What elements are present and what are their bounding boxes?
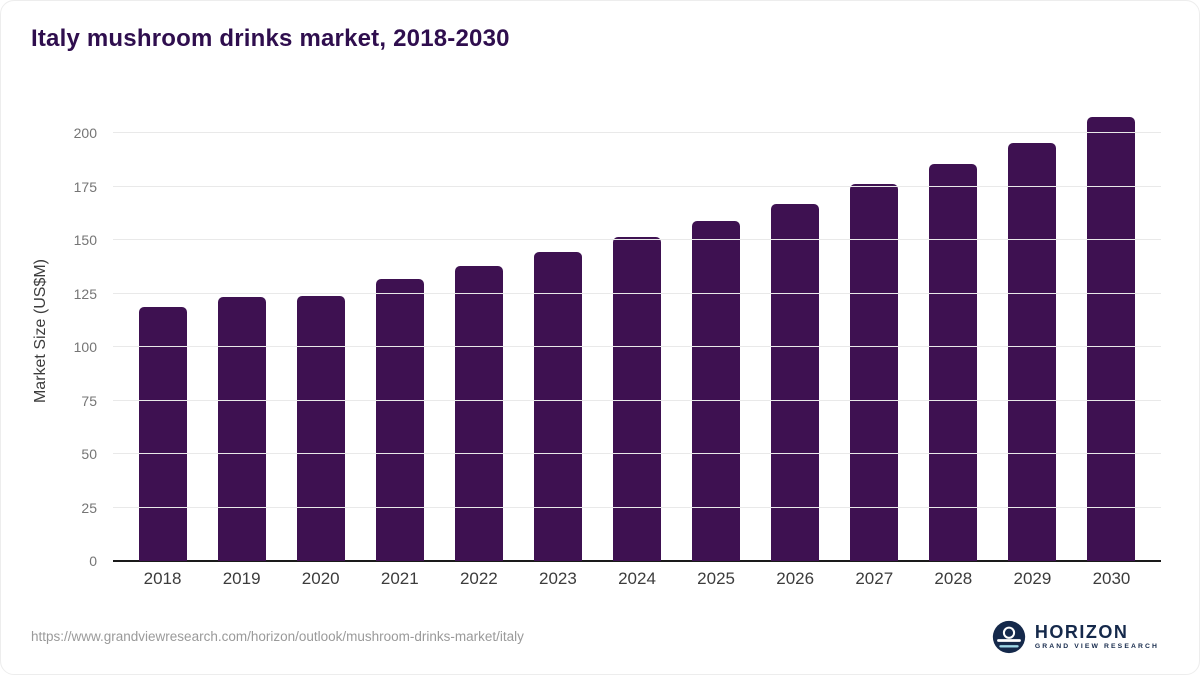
horizon-logo-subtitle: GRAND VIEW RESEARCH [1034, 643, 1159, 651]
y-tick-label-175: 175 [73, 178, 97, 195]
gridline-100 [113, 346, 1161, 348]
bar-2026 [771, 203, 820, 561]
x-tick-label-2022: 2022 [459, 569, 498, 588]
gridline-125 [113, 292, 1161, 294]
y-axis-title-text: Market Size (US$M) [32, 258, 49, 404]
x-tick-label-2027: 2027 [855, 569, 894, 588]
bar-2029 [1008, 142, 1057, 561]
bar-2022 [454, 265, 503, 561]
y-tick-label-50: 50 [81, 446, 97, 463]
bar-slot-2023 [518, 101, 597, 561]
x-tick-label-2025: 2025 [697, 569, 735, 588]
y-tick-label-125: 125 [73, 285, 97, 302]
plot-area: 0 25 50 75 100 125 150 175 200 [74, 101, 1161, 568]
x-tick-label-2019: 2019 [222, 569, 261, 588]
bar-2027 [850, 184, 899, 561]
x-tick-label-2023: 2023 [539, 569, 577, 588]
x-axis-line [113, 560, 1161, 562]
bar-slot-2019 [202, 101, 281, 561]
bar-2023 [533, 251, 582, 561]
gridline-25 [113, 506, 1161, 508]
bar-slot-2029 [993, 101, 1072, 561]
bar-slot-2028 [914, 101, 993, 561]
x-tick-label-2020: 2020 [301, 569, 340, 588]
horizon-logo-icon [992, 620, 1026, 654]
y-tick-label-25: 25 [81, 499, 97, 516]
x-tick-label-2030: 2030 [1092, 569, 1131, 588]
bar-2030 [1087, 117, 1136, 561]
y-axis-title: Market Size (US$M) [31, 101, 51, 561]
bar-2018 [138, 307, 187, 561]
bar-slot-2022 [439, 101, 518, 561]
bar-2028 [929, 164, 978, 561]
gridline-75 [113, 399, 1161, 401]
y-tick-label-150: 150 [73, 232, 97, 249]
bar-2020 [296, 295, 345, 561]
y-tick-label-75: 75 [81, 392, 97, 409]
x-tick-label-2021: 2021 [380, 569, 419, 588]
horizon-logo-text: HORIZON GRAND VIEW RESEARCH [1035, 623, 1159, 651]
gridline-200 [113, 132, 1161, 134]
bar-slot-2018 [123, 101, 202, 561]
bar-slot-2024 [597, 101, 676, 561]
horizon-logo-name: HORIZON [1034, 622, 1129, 643]
horizon-logo: HORIZON GRAND VIEW RESEARCH [992, 620, 1159, 654]
bar-2019 [217, 296, 266, 561]
bar-slot-2030 [1072, 101, 1151, 561]
gridline-50 [113, 453, 1161, 455]
gridline-150 [113, 239, 1161, 241]
y-tick-label-200: 200 [73, 125, 97, 142]
bar-slot-2027 [835, 101, 914, 561]
bar-slot-2021 [360, 101, 439, 561]
x-tick-label-2028: 2028 [934, 569, 973, 588]
bar-slot-2020 [281, 101, 360, 561]
chart-title: Italy mushroom drinks market, 2018-2030 [31, 25, 510, 52]
bar-2021 [375, 278, 424, 561]
y-tick-label-0: 0 [89, 553, 97, 569]
source-url: https://www.grandviewresearch.com/horizo… [31, 629, 524, 644]
x-axis-labels: 2018 2019 2020 2021 2022 2023 2024 2025 2026 2027… [113, 569, 1161, 589]
x-tick-label-2026: 2026 [776, 569, 815, 588]
x-tick-label-2018: 2018 [143, 569, 182, 588]
x-tick-label-2029: 2029 [1013, 569, 1052, 588]
y-tick-label-100: 100 [73, 339, 97, 356]
bar-slot-2025 [677, 101, 756, 561]
gridline-175 [113, 185, 1161, 187]
bars-container [113, 101, 1161, 561]
x-tick-label-2024: 2024 [618, 569, 656, 588]
bar-2025 [692, 220, 741, 561]
bar-slot-2026 [756, 101, 835, 561]
